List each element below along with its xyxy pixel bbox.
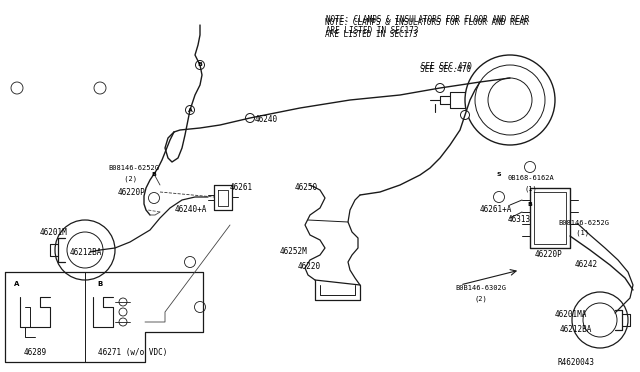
Text: (1): (1)	[572, 230, 589, 237]
Circle shape	[11, 82, 23, 94]
Text: 46220P: 46220P	[118, 188, 146, 197]
Text: 46261+A: 46261+A	[480, 205, 513, 214]
Circle shape	[493, 192, 504, 202]
Text: 46220: 46220	[298, 262, 321, 271]
Circle shape	[583, 303, 617, 337]
Text: 46252M: 46252M	[280, 247, 308, 256]
Text: (2): (2)	[120, 175, 137, 182]
Text: 46220P: 46220P	[535, 250, 563, 259]
Circle shape	[465, 55, 555, 145]
Circle shape	[246, 113, 255, 122]
Text: B08146-6252G: B08146-6252G	[108, 165, 159, 171]
Text: NOTE: CLAMPS & INSULATORS FOR FLOOR AND REAR: NOTE: CLAMPS & INSULATORS FOR FLOOR AND …	[326, 15, 529, 24]
Text: 46212BA: 46212BA	[70, 248, 102, 257]
Text: B: B	[97, 281, 102, 287]
Text: A: A	[14, 281, 20, 287]
Text: SEE SEC.470: SEE SEC.470	[420, 65, 471, 74]
Text: A: A	[188, 108, 193, 112]
Text: 46313: 46313	[508, 215, 531, 224]
Circle shape	[67, 232, 103, 268]
Text: ARE LISTED IN SEC173: ARE LISTED IN SEC173	[326, 26, 419, 35]
Text: 46240: 46240	[255, 115, 278, 124]
Text: (1): (1)	[525, 185, 538, 192]
Text: ARE LISTED IN SEC173: ARE LISTED IN SEC173	[325, 30, 417, 39]
Text: SEE SEC.470: SEE SEC.470	[421, 62, 472, 71]
Circle shape	[119, 298, 127, 306]
Text: R4620043: R4620043	[558, 358, 595, 367]
Circle shape	[55, 220, 115, 280]
Text: 0B168-6162A: 0B168-6162A	[508, 175, 555, 181]
Text: 46250: 46250	[295, 183, 318, 192]
Text: B: B	[198, 62, 202, 67]
Text: 46242: 46242	[575, 260, 598, 269]
Circle shape	[435, 83, 445, 93]
Circle shape	[461, 110, 470, 119]
Circle shape	[94, 82, 106, 94]
Circle shape	[475, 65, 545, 135]
Text: B08146-6252G: B08146-6252G	[558, 220, 609, 226]
Circle shape	[195, 301, 205, 312]
Text: B: B	[527, 202, 532, 208]
Circle shape	[525, 161, 536, 173]
Text: 46201M: 46201M	[40, 228, 68, 237]
Text: S: S	[497, 173, 501, 177]
Text: 46289: 46289	[24, 348, 47, 357]
Circle shape	[148, 192, 159, 203]
Text: 46240+A: 46240+A	[175, 205, 207, 214]
Text: 46261: 46261	[230, 183, 253, 192]
Text: 46212BA: 46212BA	[560, 325, 593, 334]
Circle shape	[119, 308, 127, 316]
Text: (2): (2)	[475, 295, 488, 301]
Text: NOTE: CLAMPS & INSULATORS FOR FLOOR AND REAR: NOTE: CLAMPS & INSULATORS FOR FLOOR AND …	[325, 18, 529, 27]
Circle shape	[186, 106, 195, 115]
Text: B: B	[152, 171, 156, 176]
Circle shape	[119, 318, 127, 326]
Circle shape	[184, 257, 195, 267]
Text: 46271 (w/o VDC): 46271 (w/o VDC)	[98, 348, 168, 357]
Text: B0B146-6302G: B0B146-6302G	[455, 285, 506, 291]
Text: 46201MA: 46201MA	[555, 310, 588, 319]
Circle shape	[195, 61, 205, 70]
Circle shape	[572, 292, 628, 348]
Circle shape	[488, 78, 532, 122]
